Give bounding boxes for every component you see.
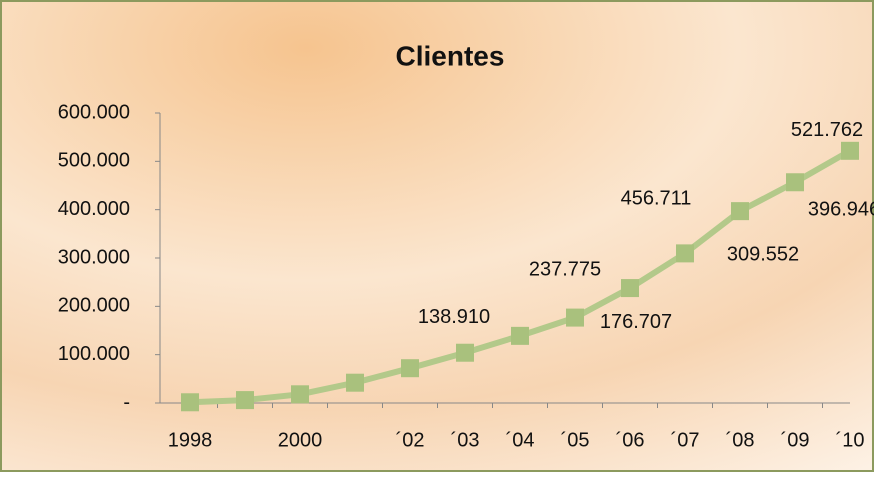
x-tick-label: ´03 bbox=[451, 429, 480, 451]
x-tick-label: ´09 bbox=[781, 429, 810, 451]
x-tick-label: 1998 bbox=[168, 429, 213, 451]
data-label: 396.946 bbox=[808, 198, 874, 220]
marker bbox=[346, 373, 364, 392]
x-tick-label: ´08 bbox=[726, 429, 755, 451]
y-tick-label: 600.000 bbox=[58, 101, 130, 123]
y-tick-label: 100.000 bbox=[58, 343, 130, 365]
x-tick-label: ´07 bbox=[671, 429, 700, 451]
data-label: 456.711 bbox=[621, 188, 692, 210]
x-tick-label: ´04 bbox=[506, 429, 535, 451]
chart-title: Clientes bbox=[396, 40, 505, 71]
data-label: 176.707 bbox=[600, 311, 672, 333]
marker bbox=[841, 141, 859, 160]
x-tick-label: ´10 bbox=[836, 429, 865, 451]
marker bbox=[566, 308, 584, 327]
marker bbox=[511, 326, 529, 345]
marker bbox=[676, 244, 694, 263]
x-tick-label: ´05 bbox=[561, 429, 590, 451]
x-tick-label: ´02 bbox=[396, 429, 425, 451]
y-tick-label: - bbox=[123, 391, 130, 413]
marker bbox=[621, 279, 639, 298]
data-label: 309.552 bbox=[727, 244, 799, 266]
data-label: 138.910 bbox=[418, 306, 490, 328]
data-label: 521.762 bbox=[791, 119, 863, 141]
marker bbox=[291, 385, 309, 404]
marker bbox=[181, 393, 199, 412]
marker bbox=[456, 343, 474, 362]
marker bbox=[236, 391, 254, 410]
y-tick-label: 400.000 bbox=[58, 198, 130, 220]
marker bbox=[786, 173, 804, 192]
y-tick-label: 200.000 bbox=[58, 295, 130, 317]
y-tick-label: 500.000 bbox=[58, 150, 130, 172]
y-tick-label: 300.000 bbox=[58, 246, 130, 268]
x-tick-label: 2000 bbox=[278, 429, 323, 451]
x-tick-label: ´06 bbox=[616, 429, 645, 451]
data-label: 237.775 bbox=[529, 258, 601, 280]
marker bbox=[401, 359, 419, 378]
marker bbox=[731, 202, 749, 221]
